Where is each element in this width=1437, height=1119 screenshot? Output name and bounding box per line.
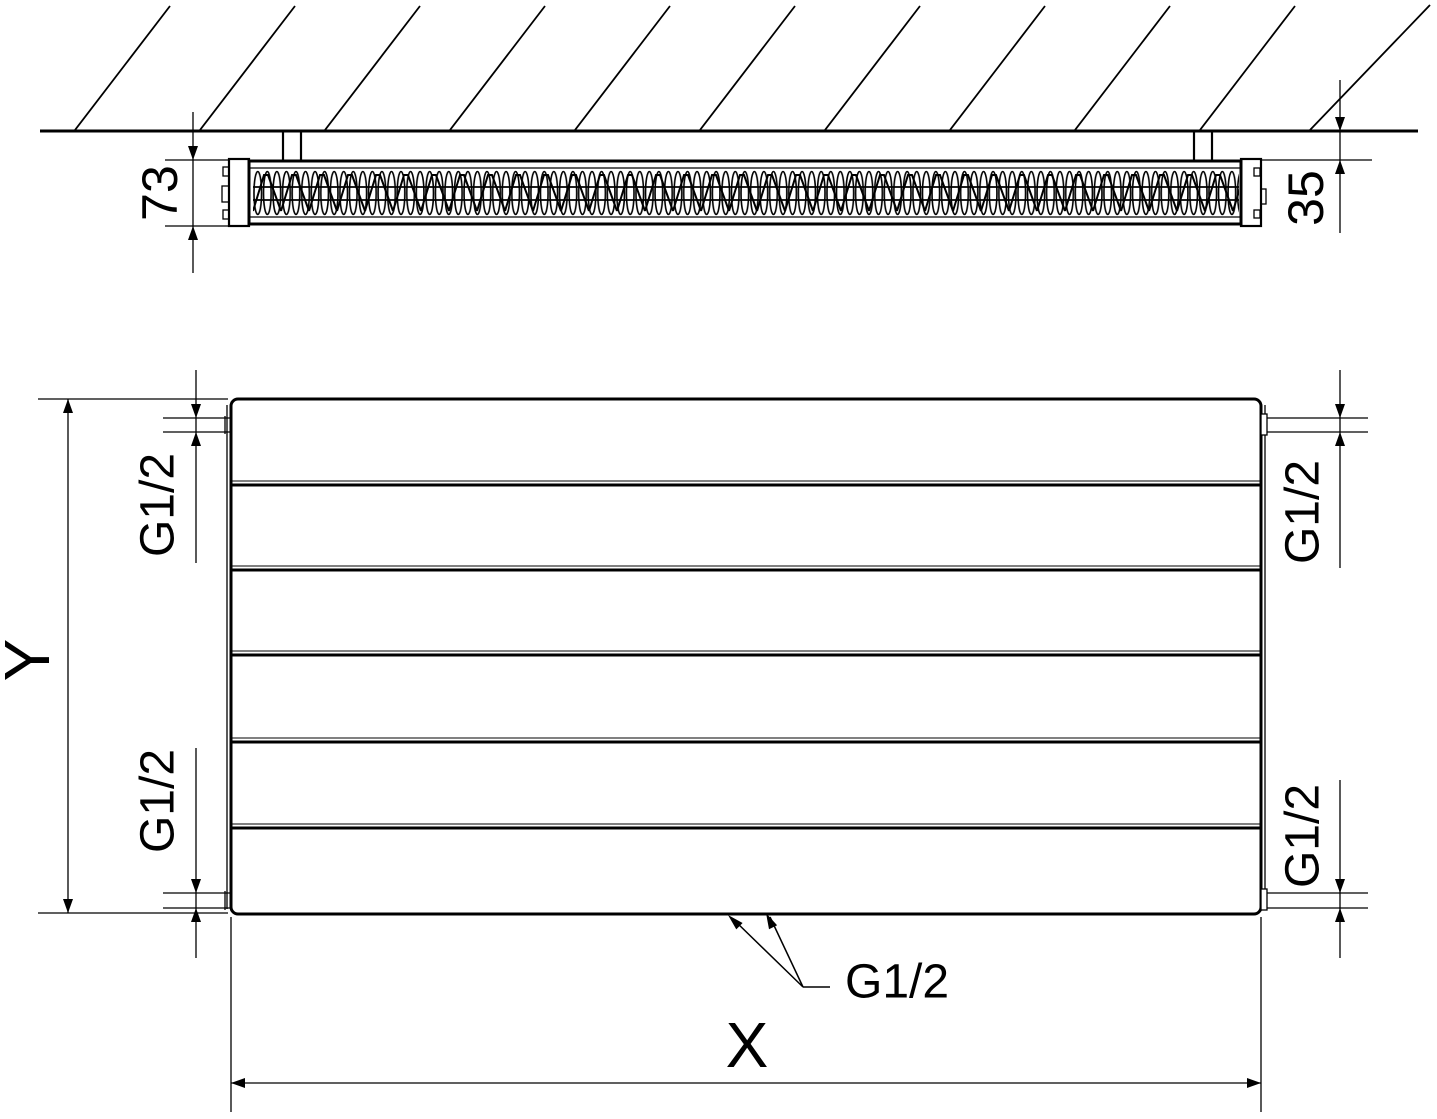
convector-fins xyxy=(253,170,1239,216)
dim-conn-top-left-label: G1/2 xyxy=(132,453,185,557)
dim-wall-gap-label: 35 xyxy=(1278,170,1334,226)
end-cap-right xyxy=(1239,157,1267,228)
mounting-bracket-right xyxy=(1192,131,1214,160)
dim-width-label: X xyxy=(726,1009,769,1081)
dim-depth: 73 xyxy=(132,112,228,273)
connection-stub-bottom-right xyxy=(1260,888,1368,911)
leader-conn-bottom-center-label: G1/2 xyxy=(845,956,949,1009)
dim-conn-top-right-label: G1/2 xyxy=(1277,460,1330,564)
dim-height-label: Y xyxy=(0,639,63,682)
dim-wall-gap: 35 xyxy=(1261,80,1372,233)
end-cap-left xyxy=(221,157,251,228)
leader-conn-bottom-center: G1/2 xyxy=(728,913,949,1009)
radiator-panel xyxy=(226,397,1266,916)
top-view-section: 73 35 xyxy=(40,4,1431,273)
radiator-cross-section xyxy=(221,157,1267,228)
dim-width: X xyxy=(230,917,1262,1112)
dim-depth-label: 73 xyxy=(132,165,188,221)
dim-conn-bottom-right: G1/2 xyxy=(1277,780,1345,958)
dim-conn-top-left: G1/2 xyxy=(132,370,201,563)
front-view-section: G1/2 G1/2 G1/2 G1/2 xyxy=(0,370,1368,1112)
connection-stub-top-left xyxy=(163,416,231,434)
mounting-bracket-left xyxy=(281,131,303,160)
dim-conn-bottom-left-label: G1/2 xyxy=(132,749,185,853)
panel-groove-lines xyxy=(232,480,1260,830)
wall-hatching xyxy=(74,4,1431,131)
dim-conn-bottom-left: G1/2 xyxy=(132,748,201,958)
dim-conn-bottom-right-label: G1/2 xyxy=(1277,784,1330,888)
dim-conn-top-right: G1/2 xyxy=(1277,370,1345,568)
connection-stub-top-right xyxy=(1260,413,1368,436)
dim-height: Y xyxy=(0,398,228,914)
panel-outline xyxy=(229,397,1263,916)
connection-stub-bottom-left xyxy=(163,891,231,910)
